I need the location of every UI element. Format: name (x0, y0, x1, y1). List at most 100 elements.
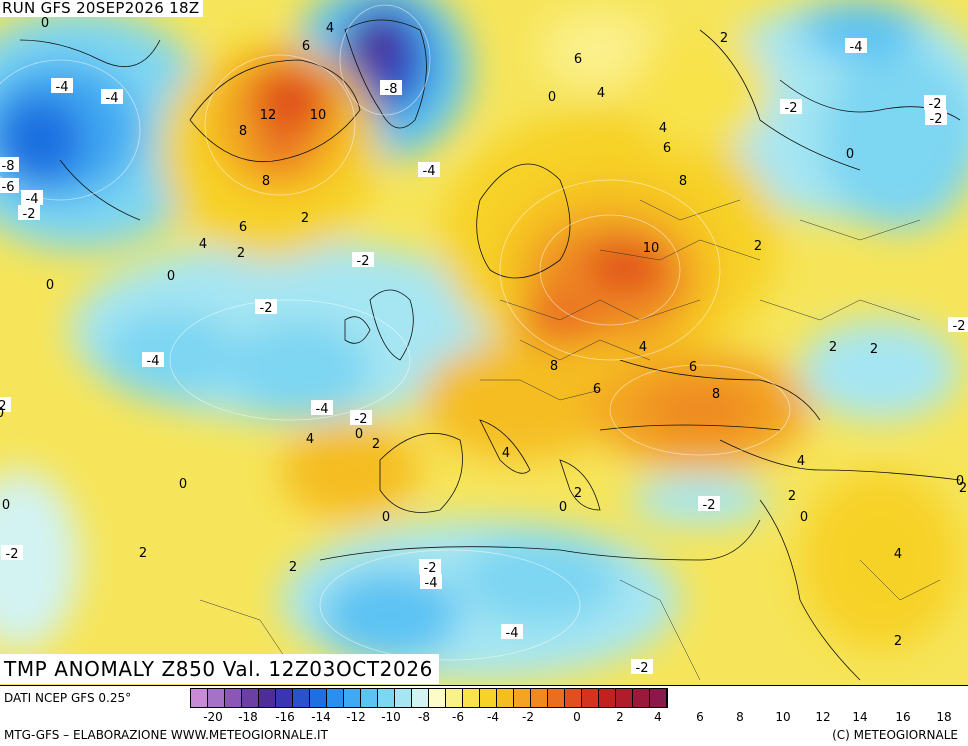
legend-swatch (259, 689, 276, 707)
contour-value-label: 2 (754, 239, 762, 254)
legend-tick-label: 8 (736, 710, 744, 724)
contour-label-background (925, 110, 947, 125)
legend-tick-label: -10 (381, 710, 401, 724)
legend-swatch (480, 689, 497, 707)
legend-swatch (599, 689, 616, 707)
contour-value-label: -2 (6, 547, 19, 562)
data-source-label: DATI NCEP GFS 0.25° (4, 691, 132, 705)
contour-value-label: 4 (502, 446, 510, 461)
contour-value-label: -2 (355, 412, 368, 427)
contour-value-label: -4 (850, 40, 863, 55)
contour-value-label: 2 (829, 340, 837, 355)
contour-value-label: 0 (2, 498, 10, 513)
legend-swatch (514, 689, 531, 707)
contour-label-background (420, 574, 442, 589)
legend-tick-label: -18 (238, 710, 258, 724)
contour-label-background (311, 400, 333, 415)
contour-value-label: 8 (550, 359, 558, 374)
contour-value-label: 2 (870, 342, 878, 357)
contour-value-label: 2 (139, 546, 147, 561)
legend-swatch (531, 689, 548, 707)
contour-value-label: 0 (0, 406, 4, 421)
contour-label-background (142, 352, 164, 367)
legend-swatch (378, 689, 395, 707)
legend-tick-label: 16 (895, 710, 911, 724)
contour-value-label: 2 (720, 31, 728, 46)
contour-label-background (380, 80, 402, 95)
contour-value-label: 2 (301, 211, 309, 226)
legend-swatch (565, 689, 582, 707)
contour-value-label: 6 (302, 39, 310, 54)
legend-tick-label: -14 (311, 710, 331, 724)
contour-label-background (0, 397, 11, 412)
contour-value-label: -4 (26, 192, 39, 207)
contour-label-background (21, 190, 43, 205)
contour-value-label: 8 (262, 174, 270, 189)
contour-value-label: -4 (316, 402, 329, 417)
contour-value-label: 4 (306, 432, 314, 447)
contour-value-label: 2 (372, 437, 380, 452)
legend-tick-label: 10 (775, 710, 791, 724)
contour-value-label: 0 (41, 16, 49, 31)
legend-swatch (327, 689, 344, 707)
legend-swatch (310, 689, 327, 707)
legend-swatch (548, 689, 565, 707)
color-scale-ticks: -20 -18 -16 -14 -12 -10 -8 -6 -4 -2 0 2 4 6 8 10 12 14 16 1… (0, 710, 968, 726)
contour-value-label: 2 (894, 634, 902, 649)
contour-value-label: -4 (506, 626, 519, 641)
contour-value-label: -2 (424, 561, 437, 576)
legend-tick-label: -20 (203, 710, 223, 724)
contour-label-background (352, 252, 374, 267)
contour-value-label: -6 (2, 180, 15, 195)
contour-label-background (845, 38, 867, 53)
legend-swatch (497, 689, 514, 707)
contour-value-label: -2 (23, 207, 36, 222)
contour-label-background (0, 178, 19, 193)
contour-value-label: -2 (785, 101, 798, 116)
contour-label-background (418, 162, 440, 177)
contour-label-background (631, 659, 653, 674)
contour-value-label: 2 (237, 246, 245, 261)
contour-value-label: 2 (289, 560, 297, 575)
contour-value-label: 0 (46, 278, 54, 293)
legend-tick-label: 0 (573, 710, 581, 724)
legend-swatch (276, 689, 293, 707)
legend-tick-label: -2 (522, 710, 534, 724)
legend-tick-label: -6 (452, 710, 464, 724)
contour-value-label: 0 (167, 269, 175, 284)
legend-swatch (395, 689, 412, 707)
contour-value-label: -2 (260, 301, 273, 316)
contour-value-label: -2 (357, 254, 370, 269)
legend-tick-label: 14 (852, 710, 868, 724)
footer: DATI NCEP GFS 0.25° -20 -18 -16 -14 -12 -10 -8… (0, 685, 968, 746)
contour-value-label: -2 (636, 661, 649, 676)
contour-value-label: -2 (703, 498, 716, 513)
contour-value-label: 4 (797, 454, 805, 469)
contour-label-background (18, 205, 40, 220)
contour-label-background (419, 559, 441, 574)
contour-value-label: 10 (310, 108, 327, 123)
legend-swatch (429, 689, 446, 707)
contour-value-label: -2 (0, 399, 6, 414)
legend-tick-label: 6 (696, 710, 704, 724)
contour-value-label: -4 (425, 576, 438, 591)
legend-tick-label: -16 (275, 710, 295, 724)
legend-swatch (225, 689, 242, 707)
contour-value-label: 4 (326, 21, 334, 36)
legend-tick-label: 4 (654, 710, 662, 724)
contour-value-label: -2 (930, 112, 943, 127)
contour-value-label: 6 (689, 360, 697, 375)
contour-value-label: 4 (894, 547, 902, 562)
contour-value-label: 0 (559, 500, 567, 515)
legend-swatch (463, 689, 480, 707)
contour-value-label: 8 (712, 387, 720, 402)
contour-value-label: 6 (239, 220, 247, 235)
legend-tick-label: -4 (487, 710, 499, 724)
legend-tick-label: 2 (616, 710, 624, 724)
contour-value-label: 6 (663, 141, 671, 156)
contour-value-label: 0 (846, 147, 854, 162)
contour-label-background (51, 78, 73, 93)
contour-label-background (780, 99, 802, 114)
contour-value-label: 12 (260, 108, 277, 123)
